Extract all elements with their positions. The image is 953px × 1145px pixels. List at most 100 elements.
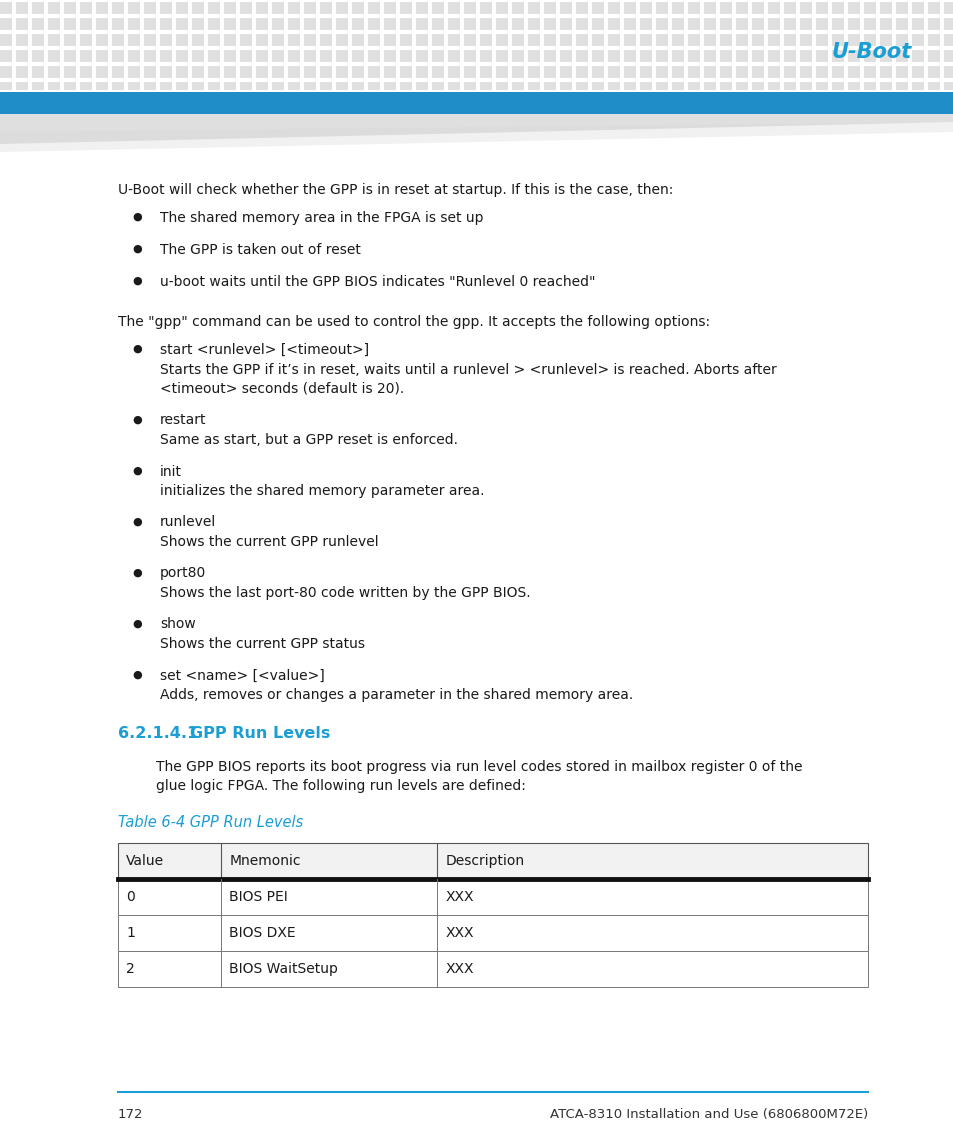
Bar — [656, 18, 667, 30]
Bar — [96, 50, 108, 62]
Bar — [607, 82, 619, 90]
Bar — [703, 50, 716, 62]
Bar — [32, 18, 44, 30]
Bar — [687, 18, 700, 30]
Bar — [448, 2, 459, 14]
Bar — [656, 66, 667, 78]
Bar — [751, 34, 763, 46]
Bar — [144, 34, 156, 46]
Bar — [0, 82, 12, 90]
Bar — [352, 50, 364, 62]
Bar — [272, 18, 284, 30]
Bar — [800, 66, 811, 78]
Bar — [240, 66, 252, 78]
Bar — [576, 34, 587, 46]
Bar — [255, 34, 268, 46]
Text: The "gpp" command can be used to control the gpp. It accepts the following optio: The "gpp" command can be used to control… — [118, 315, 709, 329]
Bar — [943, 18, 953, 30]
Text: start <runlevel> [<timeout>]: start <runlevel> [<timeout>] — [160, 344, 369, 357]
Bar — [448, 18, 459, 30]
Bar — [319, 18, 332, 30]
Bar — [64, 18, 76, 30]
Bar — [463, 66, 476, 78]
Bar — [16, 82, 28, 90]
Text: ●: ● — [132, 568, 142, 577]
Text: ●: ● — [132, 618, 142, 629]
Bar — [319, 66, 332, 78]
Bar — [623, 50, 636, 62]
Bar — [96, 34, 108, 46]
Bar — [543, 18, 556, 30]
Bar — [352, 18, 364, 30]
Text: ●: ● — [132, 516, 142, 527]
Bar — [80, 18, 91, 30]
Bar — [118, 879, 867, 915]
Bar — [112, 34, 124, 46]
Bar — [128, 66, 140, 78]
Bar — [863, 66, 875, 78]
Bar — [368, 66, 379, 78]
Bar — [368, 34, 379, 46]
Bar — [767, 18, 780, 30]
Bar — [687, 82, 700, 90]
Bar — [80, 2, 91, 14]
Bar — [48, 66, 60, 78]
Bar — [384, 2, 395, 14]
Bar — [112, 82, 124, 90]
Bar — [559, 82, 572, 90]
Bar — [479, 34, 492, 46]
Bar — [208, 18, 220, 30]
Bar — [80, 34, 91, 46]
Bar — [623, 18, 636, 30]
Bar — [496, 50, 507, 62]
Bar — [432, 82, 443, 90]
Bar — [720, 50, 731, 62]
Bar — [479, 50, 492, 62]
Text: port80: port80 — [160, 567, 206, 581]
Bar — [0, 2, 12, 14]
Bar — [175, 66, 188, 78]
Bar — [64, 50, 76, 62]
Bar — [592, 34, 603, 46]
Bar — [671, 18, 683, 30]
Text: XXX: XXX — [445, 926, 474, 940]
Bar — [847, 2, 859, 14]
Bar — [815, 18, 827, 30]
Bar — [527, 18, 539, 30]
Bar — [639, 34, 651, 46]
Bar — [335, 34, 348, 46]
Bar — [543, 66, 556, 78]
Bar — [208, 2, 220, 14]
Text: <timeout> seconds (default is 20).: <timeout> seconds (default is 20). — [160, 382, 404, 396]
Bar — [319, 34, 332, 46]
Bar — [671, 2, 683, 14]
Bar — [32, 82, 44, 90]
Bar — [943, 82, 953, 90]
Bar — [703, 18, 716, 30]
Bar — [576, 66, 587, 78]
Bar — [879, 2, 891, 14]
Bar — [671, 66, 683, 78]
Bar — [831, 2, 843, 14]
Bar — [815, 34, 827, 46]
Bar — [911, 66, 923, 78]
Bar — [703, 82, 716, 90]
Bar — [831, 82, 843, 90]
Bar — [847, 66, 859, 78]
Bar — [576, 2, 587, 14]
Bar — [208, 66, 220, 78]
Bar — [687, 66, 700, 78]
Bar — [118, 915, 867, 951]
Text: Adds, removes or changes a parameter in the shared memory area.: Adds, removes or changes a parameter in … — [160, 688, 633, 702]
Bar — [720, 2, 731, 14]
Bar — [783, 82, 795, 90]
Bar — [416, 2, 428, 14]
Bar — [399, 34, 412, 46]
Bar — [112, 2, 124, 14]
Text: GPP Run Levels: GPP Run Levels — [190, 726, 330, 741]
Bar — [208, 50, 220, 62]
Bar — [543, 50, 556, 62]
Text: ATCA-8310 Installation and Use (6806800M72E): ATCA-8310 Installation and Use (6806800M… — [549, 1108, 867, 1121]
Bar — [767, 2, 780, 14]
Text: ●: ● — [132, 212, 142, 222]
